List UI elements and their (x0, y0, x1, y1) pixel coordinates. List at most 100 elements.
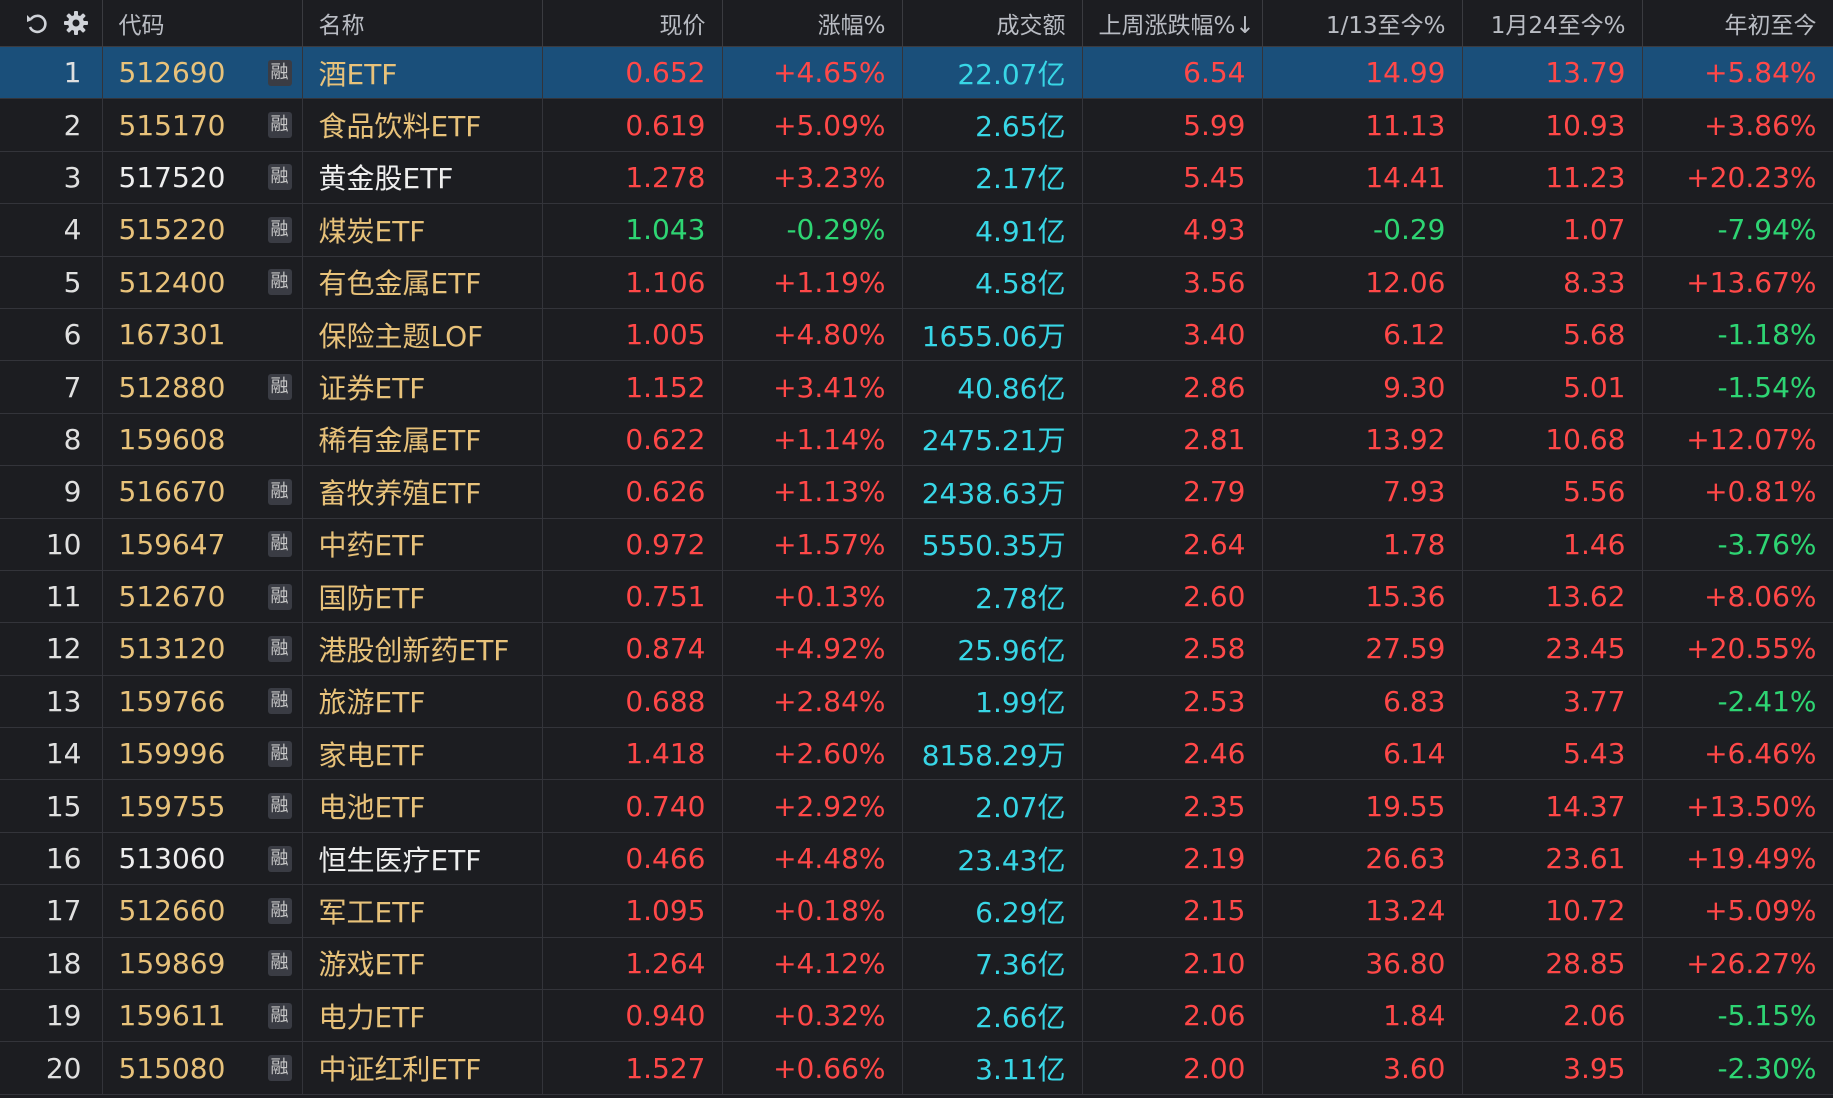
change-cell: +4.12% (722, 937, 903, 991)
table-row[interactable]: 9 516670 融畜牧养殖ETF 0.626 +1.13% 2438.63万 2.79 7.… (0, 465, 1833, 519)
row-index: 4 (0, 203, 103, 257)
price-cell: 0.622 (542, 413, 723, 467)
change-cell: +4.80% (722, 308, 903, 362)
table-row[interactable]: 20 515080 融中证红利ETF 1.527 +0.66% 3.11亿 2.00 3.60… (0, 1041, 1833, 1095)
table-row[interactable]: 17 512660 融军工ETF 1.095 +0.18% 6.29亿 2.15 13.24 1… (0, 884, 1833, 938)
row-index: 18 (0, 937, 103, 991)
stock-name: 家电ETF (302, 727, 543, 781)
change-cell: +0.18% (722, 884, 903, 938)
stock-code-text: 515170 (118, 108, 226, 142)
header-since-0124[interactable]: 1月24至今% (1462, 0, 1643, 47)
last-week-cell: 2.10 (1082, 937, 1263, 991)
change-cell: +1.19% (722, 256, 903, 309)
stock-code-text: 159766 (118, 684, 226, 718)
since-0124-cell: 23.61 (1462, 832, 1643, 886)
since-0113-cell: 7.93 (1262, 465, 1463, 519)
row-index: 17 (0, 884, 103, 938)
stock-code: 516670 融 (102, 465, 303, 519)
table-row[interactable]: 8 159608 稀有金属ETF 0.622 +1.14% 2475.21万 2.81 13.… (0, 413, 1833, 467)
since-0124-cell: 5.68 (1462, 308, 1643, 362)
stock-name: 电力ETF (302, 989, 543, 1043)
change-cell: -0.29% (722, 203, 903, 257)
since-0124-cell: 10.68 (1462, 413, 1643, 467)
row-index: 9 (0, 465, 103, 519)
price-cell: 0.626 (542, 465, 723, 519)
table-row[interactable]: 3 517520 融黄金股ETF 1.278 +3.23% 2.17亿 5.45 14.41 1… (0, 151, 1833, 205)
header-ytd[interactable]: 年初至今 (1642, 0, 1833, 47)
since-0113-cell: 3.60 (1262, 1041, 1463, 1095)
row-index: 2 (0, 98, 103, 152)
header-since-0113[interactable]: 1/13至今% (1262, 0, 1463, 47)
header-volume[interactable]: 成交额 (902, 0, 1083, 47)
header-code[interactable]: 代码 (102, 0, 303, 47)
table-row[interactable]: 1 512690 融酒ETF 0.652 +4.65% 22.07亿 6.54 14.99 13… (0, 46, 1833, 100)
margin-badge: 融 (267, 635, 292, 662)
header-change[interactable]: 涨幅% (722, 0, 903, 47)
change-cell: +5.09% (722, 98, 903, 152)
since-0124-cell: 3.95 (1462, 1041, 1643, 1095)
ytd-cell: -2.41% (1642, 675, 1833, 729)
stock-code: 159611 融 (102, 989, 303, 1043)
table-row[interactable]: 6 167301 保险主题LOF 1.005 +4.80% 1655.06万 3.40 6.1… (0, 308, 1833, 362)
margin-badge: 融 (267, 793, 292, 820)
row-index: 14 (0, 727, 103, 781)
stock-name: 稀有金属ETF (302, 413, 543, 467)
row-index: 3 (0, 151, 103, 205)
row-index: 5 (0, 256, 103, 309)
row-index: 6 (0, 308, 103, 362)
last-week-cell: 2.53 (1082, 675, 1263, 729)
volume-cell: 40.86亿 (902, 360, 1083, 414)
since-0113-cell: 36.80 (1262, 937, 1463, 991)
table-row[interactable]: 13 159766 融旅游ETF 0.688 +2.84% 1.99亿 2.53 6.83 3.… (0, 675, 1833, 729)
stock-name: 保险主题LOF (302, 308, 543, 362)
gear-icon[interactable] (63, 10, 89, 36)
margin-badge: 融 (267, 531, 292, 558)
stock-code: 159766 融 (102, 675, 303, 729)
table-row[interactable]: 7 512880 融证券ETF 1.152 +3.41% 40.86亿 2.86 9.30 5.… (0, 360, 1833, 414)
table-row[interactable]: 4 515220 融煤炭ETF 1.043 -0.29% 4.91亿 4.93 -0.29 1.… (0, 203, 1833, 257)
stock-code: 512400 融 (102, 256, 303, 309)
ytd-cell: +13.67% (1642, 256, 1833, 309)
change-cell: +2.92% (722, 779, 903, 833)
stock-code: 515080 融 (102, 1041, 303, 1095)
ytd-cell: +12.07% (1642, 413, 1833, 467)
price-cell: 0.619 (542, 98, 723, 152)
volume-cell: 1.99亿 (902, 675, 1083, 729)
table-row[interactable]: 11 512670 融国防ETF 0.751 +0.13% 2.78亿 2.60 15.36 1… (0, 570, 1833, 624)
volume-cell: 1655.06万 (902, 308, 1083, 362)
table-row[interactable]: 2 515170 融食品饮料ETF 0.619 +5.09% 2.65亿 5.99 11.13… (0, 98, 1833, 152)
last-week-cell: 2.46 (1082, 727, 1263, 781)
stock-code: 159869 融 (102, 937, 303, 991)
header-price[interactable]: 现价 (542, 0, 723, 47)
row-index: 19 (0, 989, 103, 1043)
margin-badge: 融 (267, 950, 292, 977)
ytd-cell: +20.55% (1642, 622, 1833, 676)
table-row[interactable]: 19 159611 融电力ETF 0.940 +0.32% 2.66亿 2.06 1.84 2.… (0, 989, 1833, 1043)
table-row[interactable]: 10 159647 融中药ETF 0.972 +1.57% 5550.35万 2.64 1.7… (0, 518, 1833, 571)
ytd-cell: -7.94% (1642, 203, 1833, 257)
stock-code: 159996 融 (102, 727, 303, 781)
stock-name: 军工ETF (302, 884, 543, 938)
undo-icon[interactable] (24, 10, 50, 36)
stock-code: 513120 融 (102, 622, 303, 676)
table-row[interactable]: 12 513120 融港股创新药ETF 0.874 +4.92% 25.96亿 2.58 27… (0, 622, 1833, 676)
header-name[interactable]: 名称 (302, 0, 543, 47)
since-0113-cell: 9.30 (1262, 360, 1463, 414)
table-row[interactable]: 16 513060 融恒生医疗ETF 0.466 +4.48% 23.43亿 2.19 26.… (0, 832, 1833, 886)
margin-badge: 融 (267, 897, 292, 924)
margin-badge: 融 (267, 164, 292, 191)
table-row[interactable]: 15 159755 融电池ETF 0.740 +2.92% 2.07亿 2.35 19.55 1… (0, 779, 1833, 833)
table-row[interactable]: 5 512400 融有色金属ETF 1.106 +1.19% 4.58亿 3.56 12.06… (0, 256, 1833, 309)
table-row[interactable]: 14 159996 融家电ETF 1.418 +2.60% 8158.29万 2.46 6.1… (0, 727, 1833, 781)
ytd-cell: +5.84% (1642, 46, 1833, 100)
since-0113-cell: 27.59 (1262, 622, 1463, 676)
header-last-week[interactable]: 上周涨跌幅%↓ (1082, 0, 1263, 47)
price-cell: 1.264 (542, 937, 723, 991)
last-week-cell: 5.45 (1082, 151, 1263, 205)
stock-code-text: 512400 (118, 265, 226, 299)
volume-cell: 2438.63万 (902, 465, 1083, 519)
stock-code: 515170 融 (102, 98, 303, 152)
change-cell: +2.60% (722, 727, 903, 781)
table-row[interactable]: 18 159869 融游戏ETF 1.264 +4.12% 7.36亿 2.10 36.80 2… (0, 937, 1833, 991)
